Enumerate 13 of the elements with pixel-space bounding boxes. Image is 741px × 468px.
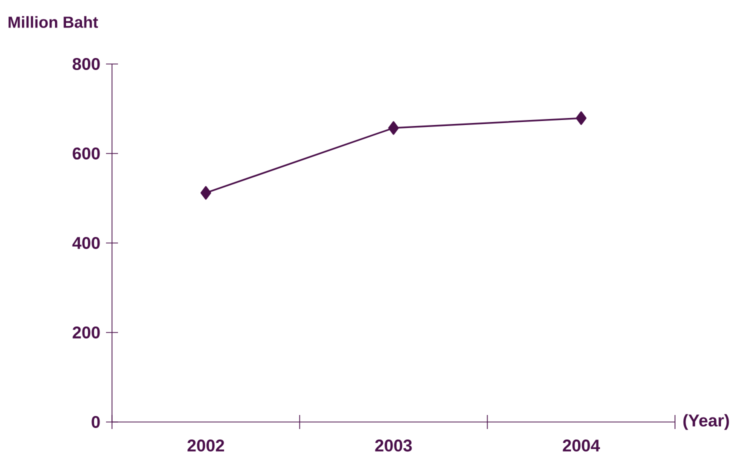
y-axis-title: Million Baht (8, 16, 98, 28)
point (576, 111, 586, 125)
y-tick-label: 600 (72, 147, 100, 160)
point (200, 186, 212, 200)
y-tick-label: 800 (72, 58, 100, 70)
x-axis-title: (Year) (683, 414, 729, 430)
x-tick-label: 2004 (562, 440, 600, 452)
x-tick-label: 2002 (188, 440, 224, 452)
point (388, 121, 399, 135)
y-tick-label: 200 (72, 326, 100, 339)
y-tick-label: 0 (92, 416, 100, 428)
y-tick-label: 400 (72, 236, 100, 250)
x-tick-label: 2003 (375, 440, 412, 452)
